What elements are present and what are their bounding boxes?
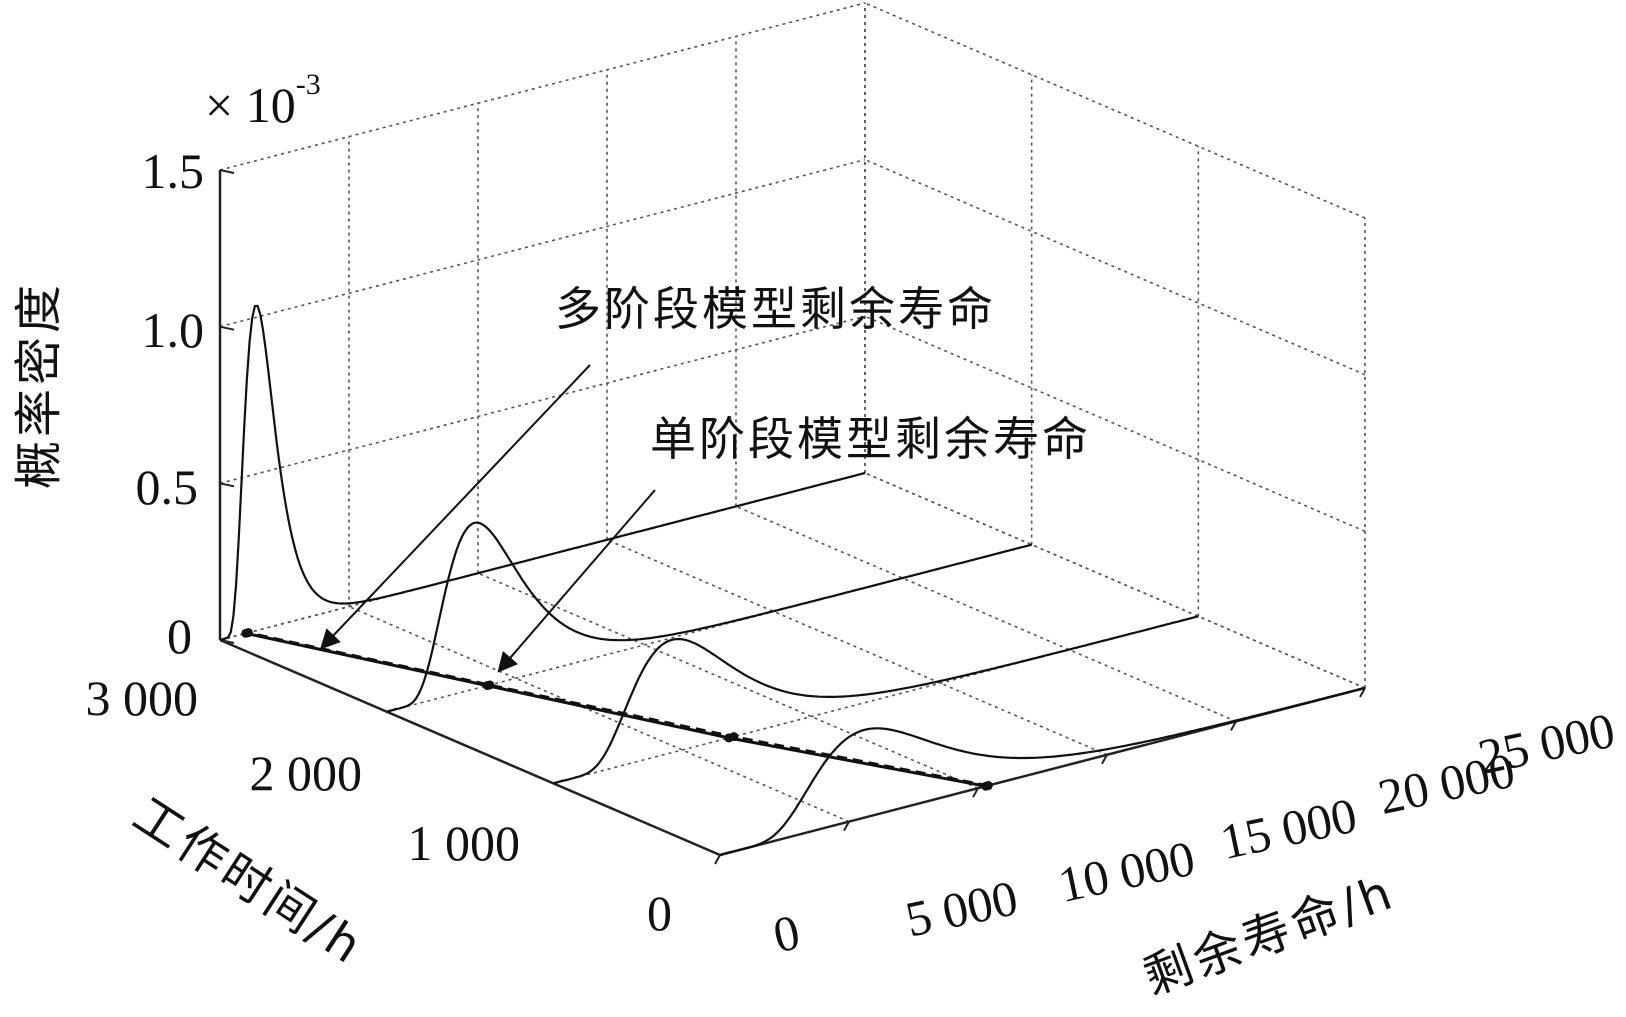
y-tick-mark-5	[1359, 687, 1366, 698]
annotation-arrow-single	[497, 489, 656, 673]
floor-grid-y-2	[477, 572, 979, 789]
y-tick-mark-2	[972, 787, 979, 798]
z-tick-1: 0.5	[136, 459, 199, 515]
annotation-arrow-multi	[319, 364, 591, 650]
axes	[218, 169, 1366, 865]
density-curve-1	[553, 615, 1199, 785]
annotation-multi-stage: 多阶段模型剩余寿命	[555, 282, 996, 336]
z-tick-3: 1.5	[142, 143, 205, 199]
trajectories	[241, 364, 993, 791]
z-axis-title: 概率密度	[11, 281, 67, 489]
density-curves	[219, 304, 1366, 857]
x-axis-line	[219, 638, 721, 857]
series-point-1-0	[981, 781, 991, 791]
y-tick-2: 10 000	[1053, 830, 1199, 913]
z-tick-2: 1.0	[142, 302, 205, 358]
z-tick-mark-1	[219, 482, 235, 488]
series-point-1-3	[241, 628, 251, 638]
back-wall-h-1	[219, 315, 866, 485]
y-tick-mark-4	[1230, 720, 1237, 731]
y-tick-3: 15 000	[1215, 787, 1361, 870]
series-point-1-1	[724, 733, 734, 743]
y-tick-5: 25 000	[1473, 702, 1619, 785]
x-tick-0: 0	[647, 885, 672, 941]
density-curve-0	[719, 686, 1366, 857]
y-tick-0: 0	[768, 903, 804, 963]
back-wall-h-3	[219, 2, 866, 171]
right-wall-h-2	[864, 158, 1366, 376]
y-tick-mark-3	[1101, 754, 1108, 765]
x-tick-3: 3 000	[86, 670, 199, 726]
y-tick-mark-0	[714, 854, 721, 865]
y-tick-1: 5 000	[901, 869, 1023, 947]
z-tick-mark-3	[219, 169, 235, 174]
z-multiplier: × 10-3	[205, 68, 321, 133]
floor-grid-y-3	[606, 539, 1108, 756]
x-tick-1: 1 000	[408, 815, 521, 871]
right-wall-h-3	[864, 2, 1366, 219]
density-curve-2	[386, 521, 1032, 713]
z-tick-0: 0	[167, 608, 192, 664]
floor-grid-y-4	[735, 505, 1237, 723]
right-wall-h-0	[864, 472, 1366, 689]
z-tick-mark-2	[219, 325, 235, 331]
back-wall-h-2	[219, 158, 866, 328]
annotation-single-stage: 单阶段模型剩余寿命	[650, 412, 1091, 466]
series-line-1	[245, 631, 986, 788]
density-curve-3	[219, 304, 866, 642]
x-axis-title: 工作时间/h	[123, 787, 374, 977]
y-tick-mark-1	[843, 821, 850, 832]
series-point-1-2	[482, 681, 492, 691]
x-tick-2: 2 000	[250, 745, 363, 801]
